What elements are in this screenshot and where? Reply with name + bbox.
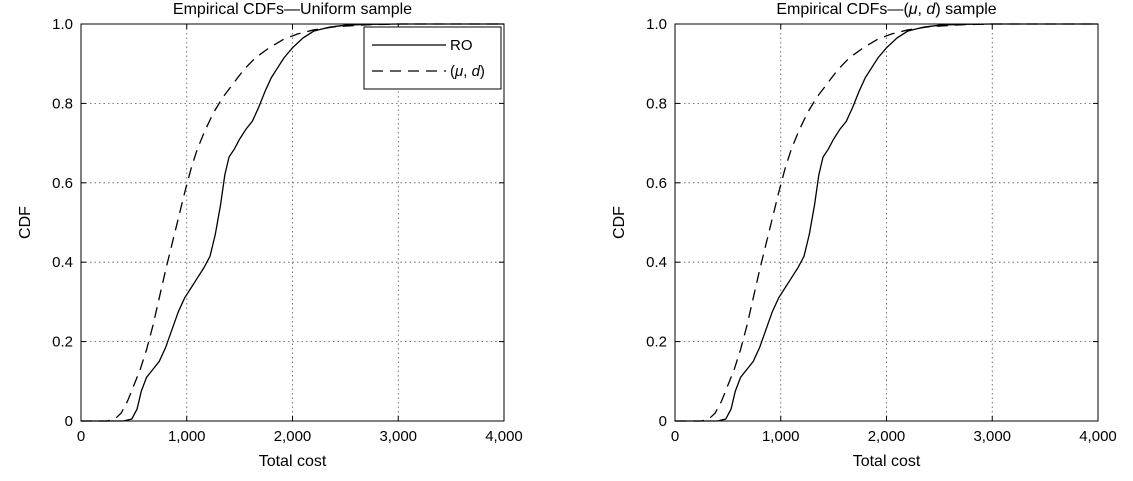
left-legend: RO (μ, d): [363, 26, 502, 90]
right-chart-title: Empirical CDFs—(μ, d) sample: [776, 1, 996, 18]
left-chart-title: Empirical CDFs—Uniform sample: [173, 1, 412, 18]
left-plot-frame: [80, 23, 505, 422]
right-y-tick-label: 0.2: [646, 334, 667, 351]
left-legend-label: RO: [450, 37, 473, 54]
left-x-tick-label: 1,000: [168, 428, 206, 445]
right-y-tick-label: 1.0: [646, 16, 667, 33]
right-chart: Empirical CDFs—(μ, d) sample 0 1,000 2,000 3…: [611, 1, 1117, 470]
left-chart: Empirical CDFs—Uniform sample 0 1,000 2,000…: [17, 1, 523, 470]
right-y-axis-label: CDF: [611, 206, 628, 239]
left-y-axis-label: CDF: [17, 206, 34, 239]
left-y-tick-label: 0.4: [52, 254, 73, 271]
left-y-tick-label: 0.6: [52, 175, 73, 192]
left-legend-box: [363, 26, 502, 90]
left-x-tick-label: 0: [77, 428, 85, 445]
right-y-tick-label: 0: [659, 413, 667, 430]
left-x-tick-label: 2,000: [274, 428, 312, 445]
left-x-axis-label: Total cost: [259, 453, 327, 470]
right-x-axis-label: Total cost: [853, 453, 921, 470]
right-x-tick-label: 0: [671, 428, 679, 445]
left-x-tick-label: 4,000: [485, 428, 523, 445]
right-x-tick-label: 2,000: [868, 428, 906, 445]
left-legend-label: (μ, d): [450, 63, 485, 80]
left-mu-d-series-line: [81, 23, 504, 422]
left-x-tick-label: 3,000: [379, 428, 417, 445]
right-y-tick-label: 0.4: [646, 254, 667, 271]
right-mu-d-series-line: [675, 23, 1098, 422]
right-plot-frame: [674, 23, 1099, 422]
left-y-tick-label: 1.0: [52, 16, 73, 33]
right-y-tick-label: 0.6: [646, 175, 667, 192]
left-y-tick-label: 0: [65, 413, 73, 430]
right-ro-series-line: [675, 23, 1098, 422]
left-y-tick-label: 0.2: [52, 334, 73, 351]
right-x-tick-label: 4,000: [1079, 428, 1117, 445]
right-x-tick-label: 3,000: [973, 428, 1011, 445]
left-ro-series-line: [81, 23, 504, 422]
right-x-tick-label: 1,000: [762, 428, 800, 445]
right-y-tick-label: 0.8: [646, 95, 667, 112]
left-y-tick-label: 0.8: [52, 95, 73, 112]
